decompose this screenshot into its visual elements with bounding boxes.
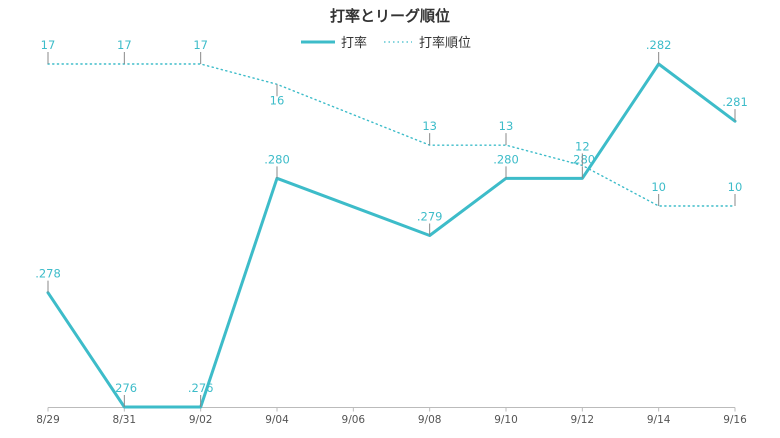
data-label-batting-average: .281: [722, 95, 748, 109]
x-tick-label: 9/12: [571, 414, 595, 426]
x-tick-label: 9/04: [265, 414, 289, 426]
data-label-batting-rank: 17: [117, 38, 132, 52]
data-label-batting-average: .276: [188, 381, 214, 395]
data-label-batting-rank: 17: [41, 38, 56, 52]
x-tick-label: 8/31: [113, 414, 137, 426]
data-label-batting-rank: 16: [270, 93, 285, 107]
x-axis-ticks: 8/29 8/31 9/02 9/04 9/06 9/08 9/10 9/12 9/14 9/16: [36, 407, 747, 426]
legend-label-batting-rank: 打率順位: [419, 35, 471, 51]
legend-label-batting-average: 打率: [341, 35, 367, 51]
data-label-batting-average: .278: [35, 267, 61, 281]
legend: 打率 打率順位: [301, 35, 471, 51]
data-label-batting-rank: 12: [575, 139, 590, 153]
data-label-batting-average: .280: [264, 152, 290, 166]
series-line-batting-average: [46, 62, 737, 409]
x-tick-label: 9/02: [189, 414, 213, 426]
data-label-batting-average: .279: [417, 210, 443, 224]
x-tick-label: 9/08: [418, 414, 442, 426]
data-label-batting-average: .280: [493, 152, 519, 166]
data-label-batting-rank: 13: [422, 119, 437, 133]
x-tick-label: 9/06: [342, 414, 366, 426]
data-label-batting-rank: 17: [193, 38, 208, 52]
data-label-batting-rank: 13: [499, 119, 514, 133]
series-line-batting-rank: [47, 63, 736, 207]
data-label-batting-average: .282: [646, 38, 672, 52]
x-tick-label: 9/14: [647, 414, 671, 426]
data-label-batting-rank: 10: [728, 180, 743, 194]
x-tick-label: 8/29: [36, 414, 60, 426]
x-tick-label: 9/16: [723, 414, 747, 426]
chart-title: 打率とリーグ順位: [330, 7, 450, 25]
data-label-batting-rank: 10: [651, 180, 666, 194]
data-label-batting-average: .276: [112, 381, 138, 395]
x-tick-label: 9/10: [494, 414, 518, 426]
